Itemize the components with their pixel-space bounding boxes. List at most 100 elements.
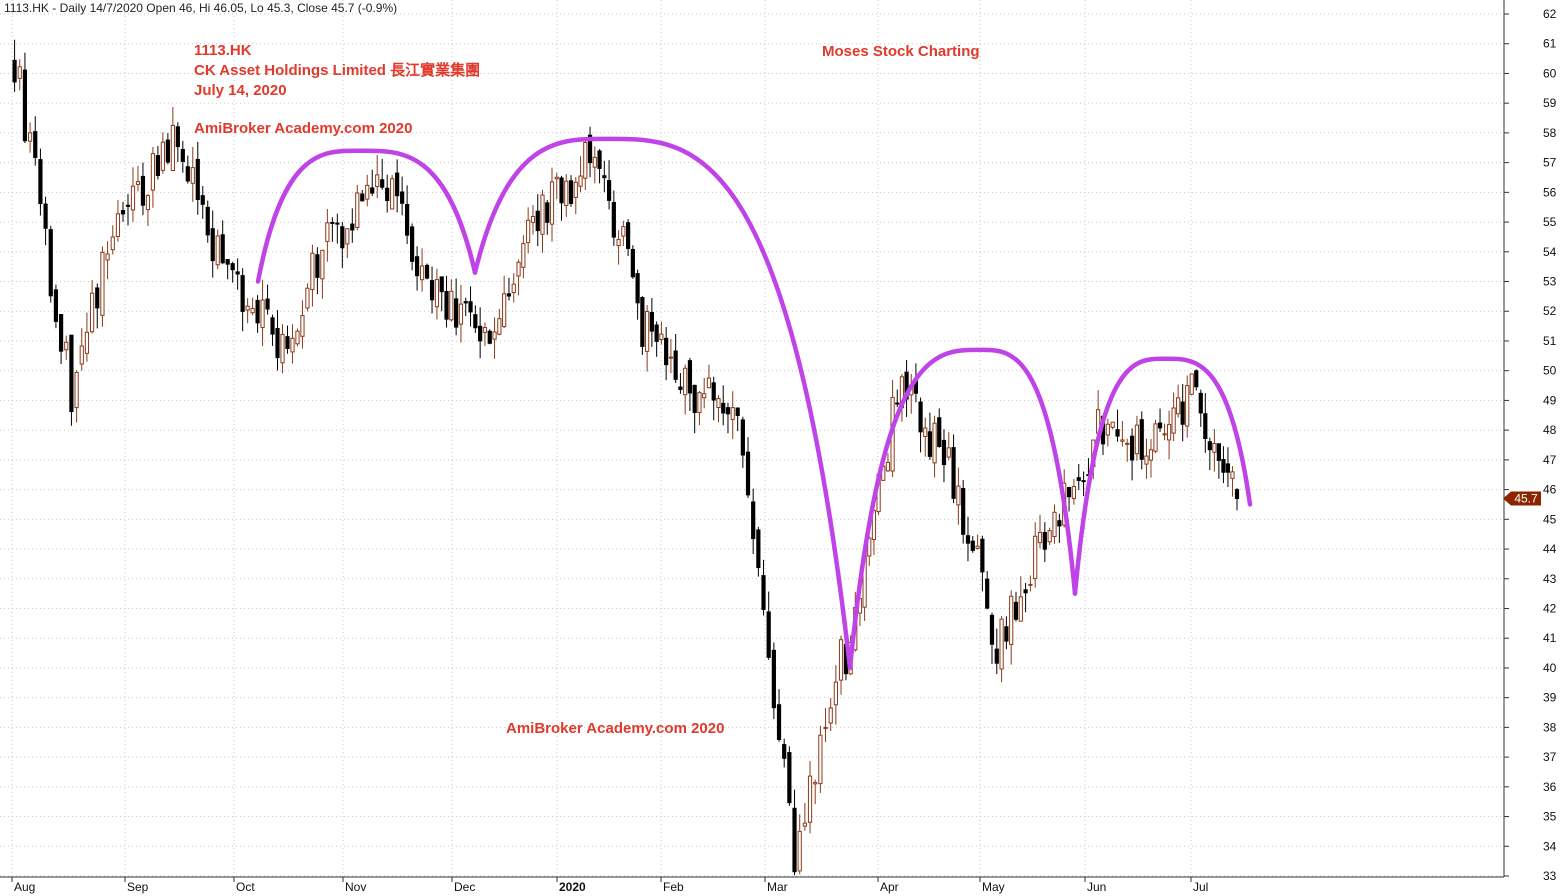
candle-body — [175, 126, 180, 148]
candle-body — [649, 311, 654, 332]
date-annotation: July 14, 2020 — [194, 82, 287, 99]
candle-body — [1066, 487, 1072, 498]
y-tick-label: 51 — [1543, 334, 1557, 348]
candle-body — [776, 704, 782, 740]
candle-body — [325, 222, 330, 242]
candle-body — [473, 314, 478, 329]
candle-body — [280, 333, 285, 364]
candle-body — [200, 195, 205, 205]
candle-body — [439, 276, 444, 293]
candle-body — [1009, 595, 1014, 645]
y-tick-label: 44 — [1543, 542, 1557, 556]
candle-body — [687, 360, 693, 394]
candle-body — [540, 194, 545, 235]
y-tick-label: 46 — [1543, 483, 1557, 497]
candle-body — [761, 575, 766, 610]
candle-body — [400, 191, 405, 204]
candle-body — [716, 398, 721, 409]
candle-body — [568, 180, 574, 204]
candle-body — [1071, 486, 1077, 499]
candle-body — [1081, 480, 1086, 483]
candle-body — [410, 226, 415, 262]
y-tick-label: 45 — [1543, 512, 1557, 526]
candle-body — [516, 261, 521, 277]
candle-body — [1076, 477, 1081, 481]
x-tick-label: Dec — [454, 880, 475, 894]
y-tick-label: 50 — [1543, 364, 1557, 378]
y-tick-label: 43 — [1543, 572, 1557, 586]
candle-body — [583, 142, 588, 179]
candle-body — [454, 298, 459, 328]
candle-body — [823, 726, 828, 729]
candle-body — [1023, 589, 1028, 594]
candle-body — [554, 176, 559, 180]
y-tick-label: 62 — [1543, 7, 1557, 21]
candle-body — [360, 193, 365, 202]
candle-body — [135, 181, 141, 185]
academy-bottom-annotation: AmiBroker Academy.com 2020 — [506, 720, 725, 737]
candle-body — [340, 226, 345, 249]
candle-body — [828, 707, 833, 724]
x-tick-label: Apr — [880, 880, 899, 894]
arc-annotation — [255, 148, 478, 284]
candle-body — [711, 382, 716, 401]
candle-body — [195, 158, 200, 201]
candle-body — [923, 427, 928, 437]
candle-body — [787, 752, 792, 804]
candle-body — [782, 744, 787, 759]
candle-body — [740, 419, 745, 456]
candle-body — [458, 303, 464, 325]
candle-body — [310, 252, 315, 291]
candle-body — [838, 639, 844, 681]
y-tick-label: 49 — [1543, 393, 1557, 407]
x-tick-label: Aug — [14, 880, 35, 894]
candle-body — [813, 782, 818, 785]
candle-body — [315, 254, 320, 278]
candle-body — [468, 301, 473, 313]
candle-body — [970, 540, 975, 551]
candle-body — [145, 195, 151, 211]
candle-body — [692, 384, 697, 413]
y-tick-label: 58 — [1543, 126, 1557, 140]
candle-body — [1171, 407, 1176, 434]
candle-body — [1176, 397, 1181, 415]
candle-body — [611, 201, 616, 238]
candle-body — [937, 417, 942, 448]
company-annotation: CK Asset Holdings Limited 長江實業集團 — [194, 62, 481, 79]
y-tick-label: 55 — [1543, 215, 1557, 229]
candle-body — [597, 150, 602, 169]
candle-body — [220, 234, 225, 264]
candle-body — [1139, 419, 1144, 460]
candle-body — [434, 279, 440, 308]
candle-body — [48, 229, 53, 297]
candle-body — [1042, 531, 1047, 550]
brand-annotation: Moses Stock Charting — [822, 43, 980, 60]
candle-body — [792, 807, 797, 873]
candle-body — [526, 219, 531, 244]
candle-body — [190, 167, 195, 184]
candle-body — [895, 402, 900, 405]
candle-body — [706, 377, 712, 389]
candle-body — [818, 734, 823, 785]
candle-body — [530, 216, 536, 223]
candle-body — [640, 296, 645, 347]
candle-body — [797, 830, 802, 872]
candle-body — [140, 175, 146, 206]
candle-body — [946, 447, 951, 458]
candle-body — [1198, 392, 1203, 414]
candle-body — [449, 290, 454, 321]
candle-body — [365, 184, 370, 200]
candle-body — [1057, 520, 1062, 527]
candle-body — [1166, 424, 1172, 441]
candle-body — [506, 293, 512, 297]
candle-body — [702, 393, 707, 399]
candle-body — [345, 228, 350, 245]
y-tick-label: 53 — [1543, 275, 1557, 289]
candle-body — [951, 447, 956, 499]
candle-body — [215, 235, 220, 266]
candle-body — [961, 488, 966, 535]
y-tick-label: 61 — [1543, 37, 1557, 51]
candle-body — [155, 155, 160, 177]
candle-body — [69, 334, 74, 413]
